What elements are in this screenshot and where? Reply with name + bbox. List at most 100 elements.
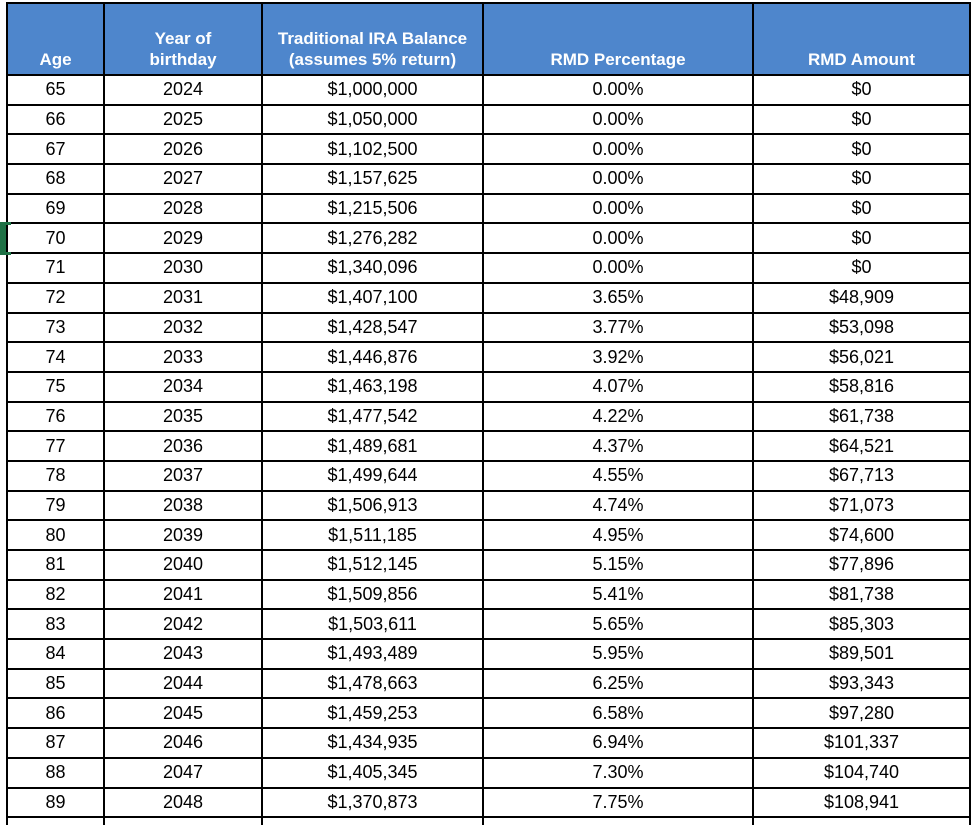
- cell-rmd-pct-row7[interactable]: 3.65%: [484, 283, 752, 312]
- cell-balance-row3[interactable]: $1,157,625: [263, 165, 482, 193]
- cell-rmd-amt-row19[interactable]: $89,501: [754, 640, 969, 668]
- cell-year-row7[interactable]: 2031: [105, 283, 261, 312]
- cell-rmd-pct-row16[interactable]: 5.15%: [484, 551, 752, 579]
- cell-age-row19[interactable]: 84: [8, 640, 103, 668]
- cell-balance-row13[interactable]: $1,499,644: [263, 461, 482, 490]
- cell-age-row16[interactable]: 81: [8, 551, 103, 579]
- cell-age-row6[interactable]: 71: [8, 254, 103, 282]
- cell-balance-row18[interactable]: $1,503,611: [263, 610, 482, 639]
- cell-rmd-amt-row23[interactable]: $104,740: [754, 758, 969, 787]
- cell-rmd-pct-row21[interactable]: 6.58%: [484, 699, 752, 728]
- column-header-year-of-birthday[interactable]: Year of birthday: [105, 4, 261, 74]
- cell-year-row11[interactable]: 2035: [105, 402, 261, 431]
- cell-rmd-amt-row17[interactable]: $81,738: [754, 580, 969, 609]
- cell-rmd-pct-row15[interactable]: 4.95%: [484, 521, 752, 549]
- column-header-traditional-ira-balance[interactable]: Traditional IRA Balance (assumes 5% retu…: [263, 4, 482, 74]
- cell-rmd-amt-row8[interactable]: $53,098: [754, 313, 969, 342]
- cell-rmd-amt-row2[interactable]: $0: [754, 135, 969, 164]
- cell-balance-row22[interactable]: $1,434,935: [263, 729, 482, 757]
- cell-rmd-pct-row17[interactable]: 5.41%: [484, 580, 752, 609]
- cell-rmd-pct-row9[interactable]: 3.92%: [484, 343, 752, 371]
- cell-age-row7[interactable]: 72: [8, 283, 103, 312]
- cell-balance-row8[interactable]: $1,428,547: [263, 313, 482, 342]
- cell-year-row3[interactable]: 2027: [105, 165, 261, 193]
- cell-balance-row5[interactable]: $1,276,282: [263, 224, 482, 253]
- cell-balance-row12[interactable]: $1,489,681: [263, 432, 482, 460]
- column-header-age[interactable]: Age: [8, 4, 103, 74]
- cell-year-row23[interactable]: 2047: [105, 758, 261, 787]
- cell-balance-row6[interactable]: $1,340,096: [263, 254, 482, 282]
- cell-year-row6[interactable]: 2030: [105, 254, 261, 282]
- cell-rmd-pct-row20[interactable]: 6.25%: [484, 669, 752, 698]
- cell-balance-row4[interactable]: $1,215,506: [263, 194, 482, 223]
- cell-rmd-amt-row3[interactable]: $0: [754, 165, 969, 193]
- cell-year-row14[interactable]: 2038: [105, 491, 261, 520]
- cell-rmd-amt-row12[interactable]: $64,521: [754, 432, 969, 460]
- cell-rmd-amt-row4[interactable]: $0: [754, 194, 969, 223]
- cell-rmd-amt-row10[interactable]: $58,816: [754, 372, 969, 401]
- cell-rmd-pct-row12[interactable]: 4.37%: [484, 432, 752, 460]
- cell-balance-row7[interactable]: $1,407,100: [263, 283, 482, 312]
- cell-balance-row9[interactable]: $1,446,876: [263, 343, 482, 371]
- cell-rmd-pct-row6[interactable]: 0.00%: [484, 254, 752, 282]
- cell-balance-row11[interactable]: $1,477,542: [263, 402, 482, 431]
- cell-balance-row14[interactable]: $1,506,913: [263, 491, 482, 520]
- cell-rmd-amt-row5[interactable]: $0: [754, 224, 969, 253]
- cell-year-row9[interactable]: 2033: [105, 343, 261, 371]
- cell-year-row4[interactable]: 2028: [105, 194, 261, 223]
- cell-rmd-pct-row19[interactable]: 5.95%: [484, 640, 752, 668]
- cell-year-row24[interactable]: 2048: [105, 788, 261, 817]
- cell-year-row0[interactable]: 2024: [105, 76, 261, 104]
- cell-age-row17[interactable]: 82: [8, 580, 103, 609]
- cell-rmd-pct-row13[interactable]: 4.55%: [484, 461, 752, 490]
- cell-age-row5[interactable]: 70: [8, 224, 103, 253]
- cell-rmd-pct-row10[interactable]: 4.07%: [484, 372, 752, 401]
- cell-age-row24[interactable]: 89: [8, 788, 103, 817]
- cell-rmd-amt-row15[interactable]: $74,600: [754, 521, 969, 549]
- cell-rmd-amt-row24[interactable]: $108,941: [754, 788, 969, 817]
- cell-balance-row21[interactable]: $1,459,253: [263, 699, 482, 728]
- cell-rmd-pct-row2[interactable]: 0.00%: [484, 135, 752, 164]
- cell-age-row3[interactable]: 68: [8, 165, 103, 193]
- cell-age-row0[interactable]: 65: [8, 76, 103, 104]
- cell-balance-row2[interactable]: $1,102,500: [263, 135, 482, 164]
- cell-age-row22[interactable]: 87: [8, 729, 103, 757]
- cell-rmd-amt-row13[interactable]: $67,713: [754, 461, 969, 490]
- cell-year-row10[interactable]: 2034: [105, 372, 261, 401]
- cell-rmd-amt-row16[interactable]: $77,896: [754, 551, 969, 579]
- cell-age-row20[interactable]: 85: [8, 669, 103, 698]
- cell-year-row2[interactable]: 2026: [105, 135, 261, 164]
- cell-balance-row23[interactable]: $1,405,345: [263, 758, 482, 787]
- cell-age-row21[interactable]: 86: [8, 699, 103, 728]
- cell-year-row1[interactable]: 2025: [105, 105, 261, 134]
- cell-rmd-amt-row22[interactable]: $101,337: [754, 729, 969, 757]
- cell-rmd-pct-row24[interactable]: 7.75%: [484, 788, 752, 817]
- cell-age-row23[interactable]: 88: [8, 758, 103, 787]
- cell-year-row21[interactable]: 2045: [105, 699, 261, 728]
- cell-balance-row15[interactable]: $1,511,185: [263, 521, 482, 549]
- cell-age-row15[interactable]: 80: [8, 521, 103, 549]
- cell-rmd-amt-row6[interactable]: $0: [754, 254, 969, 282]
- cell-rmd-pct-row5[interactable]: 0.00%: [484, 224, 752, 253]
- cell-age-row12[interactable]: 77: [8, 432, 103, 460]
- cell-balance-row19[interactable]: $1,493,489: [263, 640, 482, 668]
- cell-year-row12[interactable]: 2036: [105, 432, 261, 460]
- cell-rmd-pct-row8[interactable]: 3.77%: [484, 313, 752, 342]
- cell-balance-row24[interactable]: $1,370,873: [263, 788, 482, 817]
- cell-rmd-pct-row1[interactable]: 0.00%: [484, 105, 752, 134]
- cell-balance-row17[interactable]: $1,509,856: [263, 580, 482, 609]
- cell-age-row1[interactable]: 66: [8, 105, 103, 134]
- cell-year-row8[interactable]: 2032: [105, 313, 261, 342]
- cell-age-row8[interactable]: 73: [8, 313, 103, 342]
- cell-age-row4[interactable]: 69: [8, 194, 103, 223]
- cell-rmd-amt-row0[interactable]: $0: [754, 76, 969, 104]
- cell-rmd-amt-row20[interactable]: $93,343: [754, 669, 969, 698]
- cell-year-row16[interactable]: 2040: [105, 551, 261, 579]
- cell-rmd-pct-row4[interactable]: 0.00%: [484, 194, 752, 223]
- cell-rmd-pct-row18[interactable]: 5.65%: [484, 610, 752, 639]
- cell-rmd-amt-row1[interactable]: $0: [754, 105, 969, 134]
- cell-age-row13[interactable]: 78: [8, 461, 103, 490]
- cell-year-row18[interactable]: 2042: [105, 610, 261, 639]
- cell-rmd-pct-row22[interactable]: 6.94%: [484, 729, 752, 757]
- column-header-rmd-percentage[interactable]: RMD Percentage: [484, 4, 752, 74]
